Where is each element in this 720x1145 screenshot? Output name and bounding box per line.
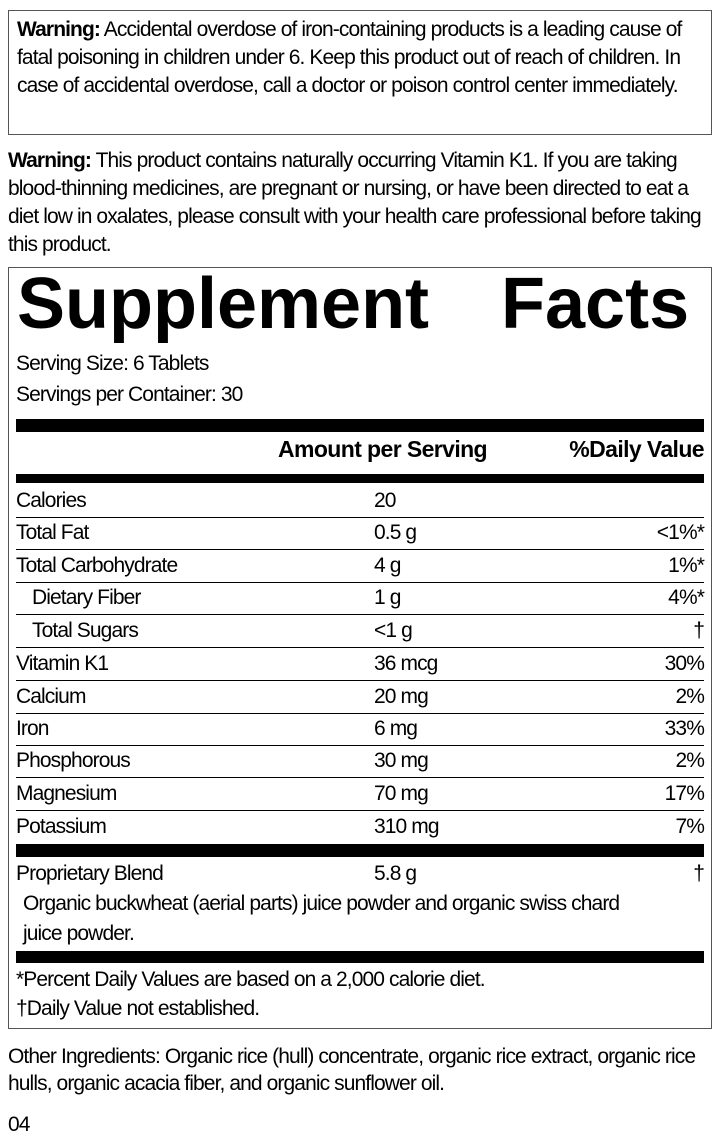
- nutrient-row: Calcium 20 mg 2%: [16, 681, 705, 714]
- iron-warning: Warning: Accidental overdose of iron-con…: [8, 10, 712, 135]
- nutrient-name: Total Carbohydrate: [16, 554, 178, 577]
- nutrient-row: Total Carbohydrate 4 g 1%*: [16, 550, 705, 583]
- blend-name: Proprietary Blend: [16, 862, 164, 885]
- nutrient-name: Calories: [16, 489, 87, 512]
- nutrient-daily-value: 2%: [675, 749, 704, 772]
- nutrient-amount: <1 g: [374, 619, 413, 642]
- nutrient-daily-value: 4%*: [668, 586, 705, 609]
- blend-ingredients-line1: Organic buckwheat (aerial parts) juice p…: [23, 892, 620, 915]
- nutrient-daily-value: 2%: [675, 685, 704, 708]
- label-code: 04: [8, 1113, 30, 1136]
- nutrient-daily-value: †: [693, 619, 705, 642]
- nutrient-row: Dietary Fiber 1 g 4%*: [16, 582, 705, 615]
- supplement-facts-panel: Supplement Facts Serving Size: 6 Tablets…: [8, 264, 712, 1029]
- nutrient-daily-value: 17%: [664, 782, 705, 805]
- nutrient-daily-value: <1%*: [656, 521, 705, 544]
- footnote-daily-values: *Percent Daily Values are based on a 2,0…: [16, 968, 486, 991]
- nutrient-row: Vitamin K1 36 mcg 30%: [16, 648, 705, 681]
- nutrient-daily-value: 1%*: [668, 554, 705, 577]
- nutrient-amount: 30 mg: [374, 749, 429, 772]
- servings-per-container: Servings per Container: 30: [16, 383, 243, 406]
- nutrient-amount: 36 mcg: [374, 652, 438, 675]
- nutrient-row: Total Fat 0.5 g <1%*: [16, 517, 705, 550]
- nutrient-amount: 0.5 g: [374, 521, 417, 544]
- nutrient-name: Total Sugars: [32, 619, 139, 642]
- nutrient-amount: 70 mg: [374, 782, 429, 805]
- other-ingredients: Other Ingredients: Organic rice (hull) c…: [8, 1045, 696, 1095]
- blend-dv: †: [693, 862, 705, 885]
- warning-label: Warning:: [17, 18, 101, 41]
- nutrient-row: Potassium 310 mg 7%: [16, 811, 705, 843]
- nutrient-row: Phosphorous 30 mg 2%: [16, 745, 705, 778]
- nutrient-amount: 4 g: [374, 554, 401, 577]
- footnote-not-established: †Daily Value not established.: [16, 997, 260, 1020]
- nutrient-name: Potassium: [16, 815, 107, 838]
- header-divider: [16, 474, 704, 483]
- nutrient-name: Phosphorous: [16, 749, 131, 772]
- nutrient-name: Calcium: [16, 685, 86, 708]
- nutrient-amount: 1 g: [374, 586, 401, 609]
- nutrient-name: Vitamin K1: [16, 652, 109, 675]
- blend-amount: 5.8 g: [374, 862, 417, 885]
- nutrient-row: Calories 20: [16, 485, 704, 518]
- blend-ingredients-line2: juice powder.: [23, 922, 135, 945]
- nutrient-name: Total Fat: [16, 521, 89, 544]
- serving-size: Serving Size: 6 Tablets: [16, 352, 209, 375]
- nutrient-daily-value: 33%: [664, 717, 705, 740]
- nutrient-amount: 20: [374, 489, 396, 512]
- daily-value-header: %Daily Value: [569, 436, 704, 462]
- nutrient-daily-value: 7%: [675, 815, 704, 838]
- amount-header: Amount per Serving: [278, 436, 488, 462]
- nutrient-row: Total Sugars <1 g †: [16, 615, 705, 648]
- warning-label: Warning:: [8, 149, 92, 172]
- nutrient-name: Dietary Fiber: [32, 586, 141, 609]
- thick-divider: [16, 419, 704, 432]
- thick-divider: [16, 844, 704, 857]
- nutrient-row: Magnesium 70 mg 17%: [16, 778, 705, 811]
- warning-text: Accidental overdose of iron-containing p…: [17, 18, 682, 97]
- nutrient-name: Magnesium: [16, 782, 117, 805]
- facts-title: Supplement Facts: [17, 264, 690, 344]
- warning-text: This product contains naturally occurrin…: [8, 149, 702, 256]
- thick-divider: [16, 951, 704, 963]
- nutrient-amount: 310 mg: [374, 815, 440, 838]
- nutrient-row: Iron 6 mg 33%: [16, 713, 705, 746]
- nutrient-amount: 6 mg: [374, 717, 418, 740]
- vitamin-k-warning: Warning: This product contains naturally…: [8, 147, 712, 259]
- nutrient-daily-value: 30%: [664, 652, 705, 675]
- nutrient-name: Iron: [16, 717, 49, 740]
- nutrient-amount: 20 mg: [374, 685, 429, 708]
